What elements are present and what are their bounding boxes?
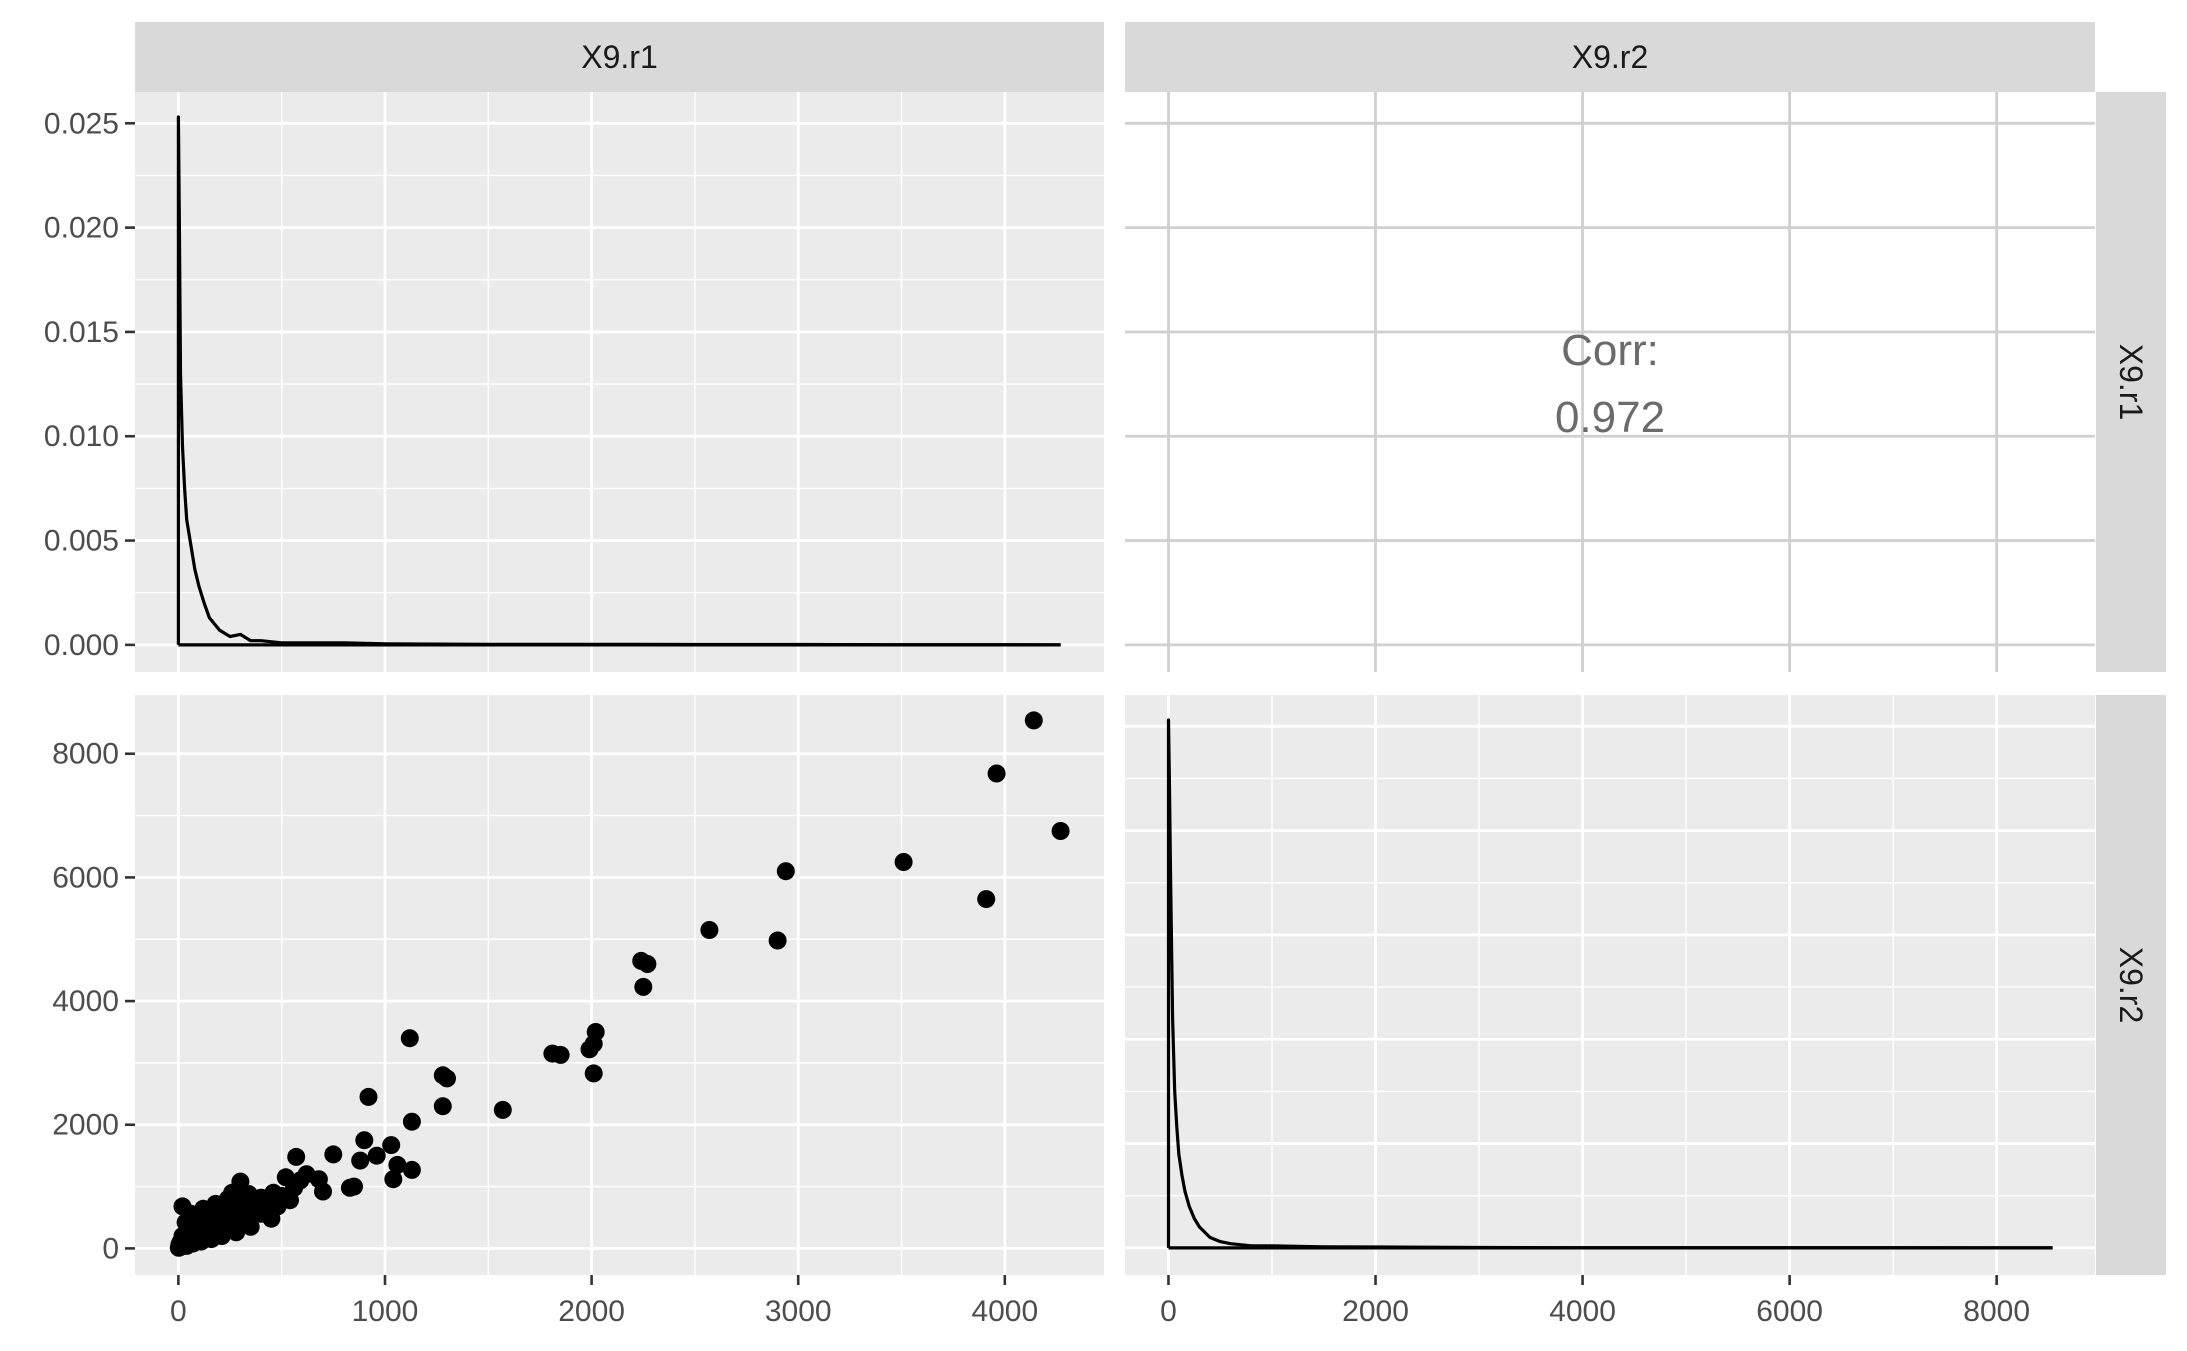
scatter-point [700, 921, 719, 939]
axes-layer: 0.000 0.005 0.010 0.015 0.020 0.025 0 2000 4000 6… [44, 107, 2030, 1328]
y-tick-label-row2: 0 [102, 1232, 119, 1265]
y-tick-label-row2: 6000 [52, 861, 119, 894]
panel-x9r1-density [135, 92, 1104, 672]
x-tick-label-col2: 4000 [1549, 1295, 1616, 1328]
scatter-point [768, 931, 787, 950]
scatter-point [987, 764, 1006, 783]
panel-scatter [135, 695, 1104, 1275]
scatter-point [634, 977, 653, 996]
scatter-point [276, 1168, 295, 1187]
x-tick-label-col1: 1000 [352, 1295, 419, 1328]
scatter-point [400, 1029, 419, 1048]
scatter-point [388, 1155, 407, 1174]
scatter-point [384, 1170, 403, 1189]
scatter-point [227, 1223, 246, 1242]
strip-col2-label: X9.r2 [1572, 39, 1648, 75]
y-tick-label-row1: 0.000 [44, 629, 119, 662]
scatter-point [223, 1183, 242, 1202]
scatter-point [433, 1066, 452, 1085]
x-tick-label-col2: 2000 [1342, 1295, 1409, 1328]
scatter-point [493, 1100, 512, 1119]
scatter-point [402, 1160, 421, 1179]
x-tick-label-col1: 3000 [765, 1295, 832, 1328]
strip-col2-bg [1125, 22, 2095, 92]
y-tick-label-row2: 2000 [52, 1109, 119, 1142]
panel-background [135, 92, 1104, 672]
x-tick-label-col2: 0 [1160, 1295, 1177, 1328]
strip-row2-bg [2096, 695, 2166, 1275]
scatter-point [433, 1097, 452, 1116]
scatter-point [241, 1217, 260, 1236]
y-tick-label-row1: 0.010 [44, 420, 119, 453]
scatter-point [355, 1131, 374, 1150]
scatter-point [340, 1178, 359, 1197]
scatter-point [262, 1209, 281, 1228]
corr-value: 0.972 [1555, 393, 1665, 442]
x-tick-label-col1: 0 [170, 1295, 187, 1328]
y-tick-label-row2: 8000 [52, 738, 119, 771]
scatter-point [382, 1136, 401, 1155]
strip-col1-bg [135, 22, 1104, 92]
strip-row1-bg [2096, 92, 2166, 672]
y-tick-label-row1: 0.005 [44, 525, 119, 558]
scatter-point [287, 1147, 306, 1166]
scatter-point [324, 1145, 343, 1164]
scatter-point [584, 1064, 603, 1083]
scatter-point [177, 1236, 196, 1255]
x-tick-label-col2: 8000 [1963, 1295, 2030, 1328]
panel-correlation [1125, 92, 2095, 672]
strip-row2-label: X9.r2 [2113, 947, 2149, 1023]
scatter-point [239, 1185, 258, 1203]
x-tick-label-col1: 4000 [971, 1295, 1038, 1328]
y-tick-label-row2: 4000 [52, 985, 119, 1018]
corr-label: Corr: [1561, 326, 1659, 375]
scatter-point [977, 890, 996, 909]
scatter-point [206, 1194, 225, 1213]
y-tick-label-row1: 0.025 [44, 107, 119, 140]
scatter-point [402, 1112, 421, 1131]
strip-row1-label: X9.r1 [2113, 344, 2149, 420]
scatter-point [359, 1087, 378, 1106]
scatter-point [1024, 711, 1043, 730]
x-tick-label-col1: 2000 [558, 1295, 625, 1328]
panel-background [1125, 695, 2095, 1275]
scatter-point [638, 955, 657, 973]
scatter-point [351, 1151, 370, 1170]
x-tick-label-col2: 6000 [1756, 1295, 1823, 1328]
scatter-point [1051, 822, 1070, 840]
scatter-point [776, 862, 795, 881]
y-tick-label-row1: 0.020 [44, 212, 119, 245]
scatter-point [580, 1040, 599, 1059]
strip-col1-label: X9.r1 [581, 39, 657, 75]
y-tick-label-row1: 0.015 [44, 316, 119, 349]
scatter-point [894, 853, 913, 871]
scatter-point [367, 1146, 386, 1165]
scatter-point [551, 1045, 570, 1064]
panel-x9r2-density [1125, 695, 2095, 1275]
